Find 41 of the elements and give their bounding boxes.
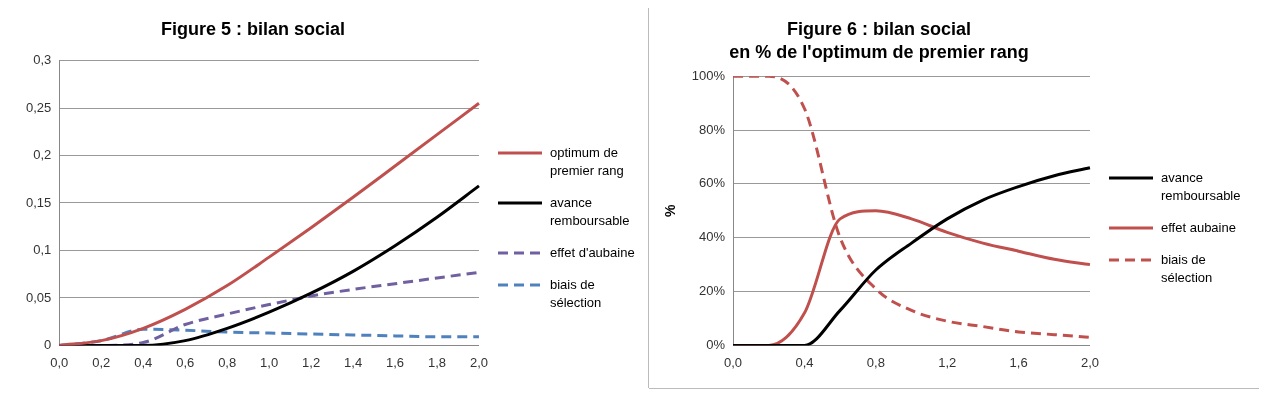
x-tick-label: 2,0 [1080,354,1099,370]
x-tick-label: 1,6 [1009,354,1028,370]
y-tick-label: 0% [706,336,726,352]
legend-label: effet aubaine [1161,219,1236,237]
y-tick-label: 80% [699,121,726,137]
y-tick-label: 0,2 [33,147,52,163]
x-tick-label: 1,6 [385,354,405,370]
x-tick-label: 1,2 [938,354,957,370]
x-tick-label: 0,8 [866,354,885,370]
x-tick-label: 0,0 [50,354,69,370]
y-tick-label: 20% [699,283,726,299]
x-tick-label: 0,0 [724,354,743,370]
legend-label: biais de sélection [1161,251,1214,287]
x-tick-label: 1,8 [427,354,447,370]
y-tick-label: 0,05 [25,289,52,305]
y-axis-title: % [662,204,679,218]
x-tick-label: 1,0 [260,354,279,370]
chart-subtitle: en % de l'optimum de premier rang [729,42,1029,63]
legend-label: avance remboursable [1161,169,1242,205]
y-tick-label: 60% [699,175,726,191]
y-tick-label: 0,3 [33,52,52,68]
chart-title: Figure 5 : bilan social [160,18,346,39]
chart-title: Figure 6 : bilan social [786,18,972,39]
y-tick-label: 0,1 [33,242,52,258]
x-tick-label: 0,8 [218,354,237,370]
x-tick-label: 0,6 [176,354,195,370]
y-tick-label: 40% [699,229,726,245]
y-tick-label: 100% [691,67,726,83]
x-tick-label: 0,4 [795,354,814,370]
legend-label: optimum de premier rang [550,144,625,180]
legend-label: avance remboursable [550,194,631,230]
legend-label: effet d'aubaine [550,244,635,262]
y-tick-label: 0,15 [25,194,52,210]
y-tick-label: 0,25 [25,99,52,115]
x-tick-label: 2,0 [469,354,488,370]
x-tick-label: 1,2 [302,354,321,370]
x-tick-label: 1,4 [344,354,363,370]
legend-label: biais de sélection [550,276,603,312]
y-tick-label: 0 [44,336,52,352]
x-tick-label: 0,2 [92,354,111,370]
x-tick-label: 0,4 [134,354,153,370]
